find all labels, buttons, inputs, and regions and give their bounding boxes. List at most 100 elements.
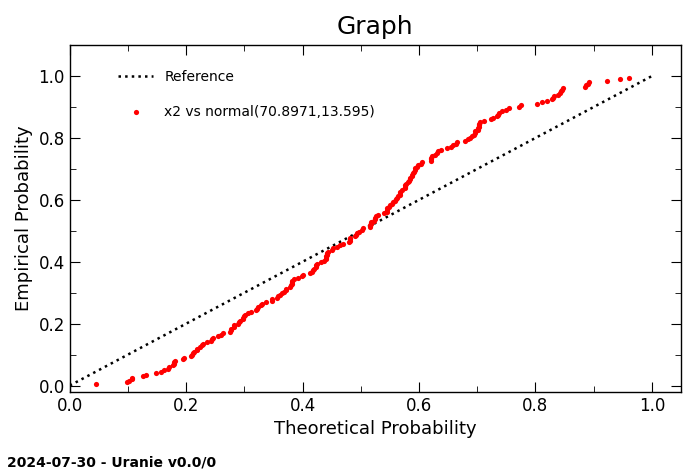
x2 vs normal(70.8971,13.595) [407,169,418,177]
x2 vs normal(70.8971,13.595) [202,338,213,346]
x2 vs normal(70.8971,13.595) [624,74,635,81]
x2 vs normal(70.8971,13.595) [235,317,246,325]
x2 vs normal(70.8971,13.595) [416,160,427,168]
x2 vs normal(70.8971,13.595) [121,379,132,386]
x2 vs normal(70.8971,13.595) [226,325,237,332]
x2 vs normal(70.8971,13.595) [387,200,398,208]
x2 vs normal(70.8971,13.595) [322,249,333,257]
x2 vs normal(70.8971,13.595) [191,346,203,354]
x2 vs normal(70.8971,13.595) [194,343,205,351]
x2 vs normal(70.8971,13.595) [553,91,564,98]
x2 vs normal(70.8971,13.595) [167,362,178,369]
x2 vs normal(70.8971,13.595) [493,109,505,117]
x2 vs normal(70.8971,13.595) [426,154,437,161]
x2 vs normal(70.8971,13.595) [326,246,338,254]
x2 vs normal(70.8971,13.595) [284,283,295,291]
x2 vs normal(70.8971,13.595) [90,380,101,388]
x2 vs normal(70.8971,13.595) [296,272,308,280]
x2 vs normal(70.8971,13.595) [464,134,475,142]
x2 vs normal(70.8971,13.595) [478,117,489,125]
x2 vs normal(70.8971,13.595) [224,328,235,336]
x2 vs normal(70.8971,13.595) [331,243,342,251]
x2 vs normal(70.8971,13.595) [459,137,470,144]
x2 vs normal(70.8971,13.595) [388,199,399,206]
x2 vs normal(70.8971,13.595) [445,143,457,151]
x2 vs normal(70.8971,13.595) [357,225,368,232]
Text: 2024-07-30 - Uranie v0.0/0: 2024-07-30 - Uranie v0.0/0 [7,455,216,470]
x2 vs normal(70.8971,13.595) [400,183,411,191]
x2 vs normal(70.8971,13.595) [267,297,278,304]
x2 vs normal(70.8971,13.595) [580,82,592,89]
x2 vs normal(70.8971,13.595) [229,322,240,329]
x2 vs normal(70.8971,13.595) [187,351,198,359]
x2 vs normal(70.8971,13.595) [379,209,390,217]
x2 vs normal(70.8971,13.595) [491,112,503,120]
x2 vs normal(70.8971,13.595) [150,370,161,377]
x2 vs normal(70.8971,13.595) [350,232,361,240]
x2 vs normal(70.8971,13.595) [503,105,514,112]
x2 vs normal(70.8971,13.595) [447,142,458,149]
x2 vs normal(70.8971,13.595) [381,208,393,215]
x2 vs normal(70.8971,13.595) [426,155,437,163]
Reference [65,383,74,388]
x2 vs normal(70.8971,13.595) [556,86,567,93]
x2 vs normal(70.8971,13.595) [442,144,453,152]
x2 vs normal(70.8971,13.595) [320,255,331,263]
x2 vs normal(70.8971,13.595) [365,222,376,229]
x2 vs normal(70.8971,13.595) [320,254,331,261]
x2 vs normal(70.8971,13.595) [385,202,396,209]
x2 vs normal(70.8971,13.595) [271,294,283,302]
x2 vs normal(70.8971,13.595) [392,194,403,202]
x2 vs normal(70.8971,13.595) [400,182,411,189]
Reference [221,300,229,306]
x2 vs normal(70.8971,13.595) [433,148,444,155]
x2 vs normal(70.8971,13.595) [344,237,355,244]
x2 vs normal(70.8971,13.595) [345,234,356,242]
x2 vs normal(70.8971,13.595) [126,376,137,383]
x2 vs normal(70.8971,13.595) [381,206,393,214]
x2 vs normal(70.8971,13.595) [402,178,413,186]
x2 vs normal(70.8971,13.595) [192,345,203,352]
x2 vs normal(70.8971,13.595) [285,282,296,289]
x2 vs normal(70.8971,13.595) [186,353,197,360]
x2 vs normal(70.8971,13.595) [450,140,461,148]
x2 vs normal(70.8971,13.595) [232,320,244,328]
x2 vs normal(70.8971,13.595) [393,193,404,200]
x2 vs normal(70.8971,13.595) [383,203,394,211]
x2 vs normal(70.8971,13.595) [365,219,377,226]
x2 vs normal(70.8971,13.595) [170,357,181,365]
x2 vs normal(70.8971,13.595) [492,111,503,118]
x2 vs normal(70.8971,13.595) [474,120,485,127]
Reference [101,364,109,370]
x2 vs normal(70.8971,13.595) [395,188,406,195]
x2 vs normal(70.8971,13.595) [226,326,237,334]
x2 vs normal(70.8971,13.595) [413,161,424,169]
x2 vs normal(70.8971,13.595) [406,171,418,178]
x2 vs normal(70.8971,13.595) [546,95,557,103]
x2 vs normal(70.8971,13.595) [583,80,594,87]
x2 vs normal(70.8971,13.595) [304,270,315,277]
x2 vs normal(70.8971,13.595) [400,185,411,192]
x2 vs normal(70.8971,13.595) [261,299,272,306]
x2 vs normal(70.8971,13.595) [350,231,361,238]
x2 vs normal(70.8971,13.595) [310,263,322,271]
x2 vs normal(70.8971,13.595) [427,152,438,160]
x2 vs normal(70.8971,13.595) [318,257,329,265]
x2 vs normal(70.8971,13.595) [315,259,326,266]
x2 vs normal(70.8971,13.595) [474,123,485,131]
x2 vs normal(70.8971,13.595) [381,205,393,212]
x2 vs normal(70.8971,13.595) [207,334,219,342]
x2 vs normal(70.8971,13.595) [237,314,248,321]
x2 vs normal(70.8971,13.595) [409,165,420,172]
x2 vs normal(70.8971,13.595) [322,251,333,259]
x2 vs normal(70.8971,13.595) [372,211,383,219]
x2 vs normal(70.8971,13.595) [580,83,591,91]
x2 vs normal(70.8971,13.595) [242,309,253,317]
Title: Graph: Graph [337,15,413,39]
x2 vs normal(70.8971,13.595) [417,159,428,166]
x2 vs normal(70.8971,13.595) [309,265,320,272]
x2 vs normal(70.8971,13.595) [473,125,484,132]
x2 vs normal(70.8971,13.595) [406,172,418,180]
x2 vs normal(70.8971,13.595) [555,88,566,95]
x2 vs normal(70.8971,13.595) [127,374,138,381]
